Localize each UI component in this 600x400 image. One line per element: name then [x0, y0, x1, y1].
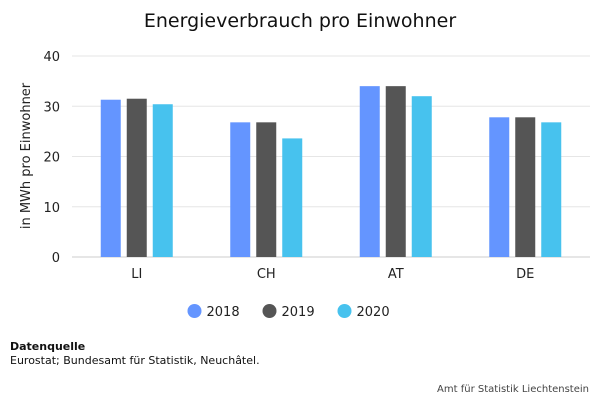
bar-AT-2020[interactable]: [411, 96, 432, 257]
bar-AT-2019[interactable]: [385, 86, 406, 258]
bar-CH-2018[interactable]: [230, 122, 251, 257]
y-tick-label: 30: [43, 100, 60, 115]
credit: Amt für Statistik Liechtenstein: [437, 384, 589, 395]
x-tick-label: CH: [257, 267, 276, 282]
chart-title: Energieverbrauch pro Einwohner: [144, 10, 456, 32]
legend-marker: [262, 304, 277, 318]
gridlines: [72, 55, 590, 258]
y-axis-label: in MWh pro Einwohner: [19, 82, 34, 229]
bar-LI-2020[interactable]: [152, 104, 173, 258]
x-axis-ticks: LI CH AT DE: [131, 267, 534, 282]
legend-label: 2018: [207, 305, 240, 320]
y-tick-label: 10: [43, 201, 60, 216]
legend-item-2018[interactable]: 2018: [187, 304, 240, 320]
y-tick-label: 20: [43, 151, 60, 166]
legend-label: 2020: [357, 305, 390, 320]
data-source: Datenquelle Eurostat; Bundesamt für Stat…: [10, 340, 260, 368]
legend-item-2020[interactable]: 2020: [337, 304, 390, 320]
x-tick-label: AT: [388, 267, 404, 282]
bar-AT-2018[interactable]: [359, 86, 380, 258]
legend-marker: [337, 304, 352, 318]
x-tick-label: DE: [516, 267, 534, 282]
bar-CH-2019[interactable]: [256, 122, 277, 257]
legend-label: 2019: [282, 305, 315, 320]
legend-item-2019[interactable]: 2019: [262, 304, 315, 320]
bar-DE-2020[interactable]: [541, 122, 562, 257]
chart: Energieverbrauch pro Einwohner 0 10 20 30 40…: [19, 10, 590, 320]
x-tick-label: LI: [131, 267, 142, 282]
bar-CH-2020[interactable]: [282, 138, 303, 257]
y-axis-ticks: 0 10 20 30 40: [43, 50, 60, 266]
y-tick-label: 0: [52, 251, 60, 266]
y-tick-label: 40: [43, 50, 60, 65]
source-heading: Datenquelle: [10, 340, 86, 353]
bar-DE-2018[interactable]: [489, 117, 510, 258]
bar-LI-2019[interactable]: [126, 98, 147, 258]
legend-marker: [187, 304, 202, 318]
legend[interactable]: 2018 2019 2020: [187, 304, 390, 320]
source-text: Eurostat; Bundesamt für Statistik, Neuch…: [10, 354, 260, 367]
bars: [100, 86, 562, 258]
bar-LI-2018[interactable]: [100, 99, 121, 257]
bar-DE-2019[interactable]: [515, 117, 536, 258]
